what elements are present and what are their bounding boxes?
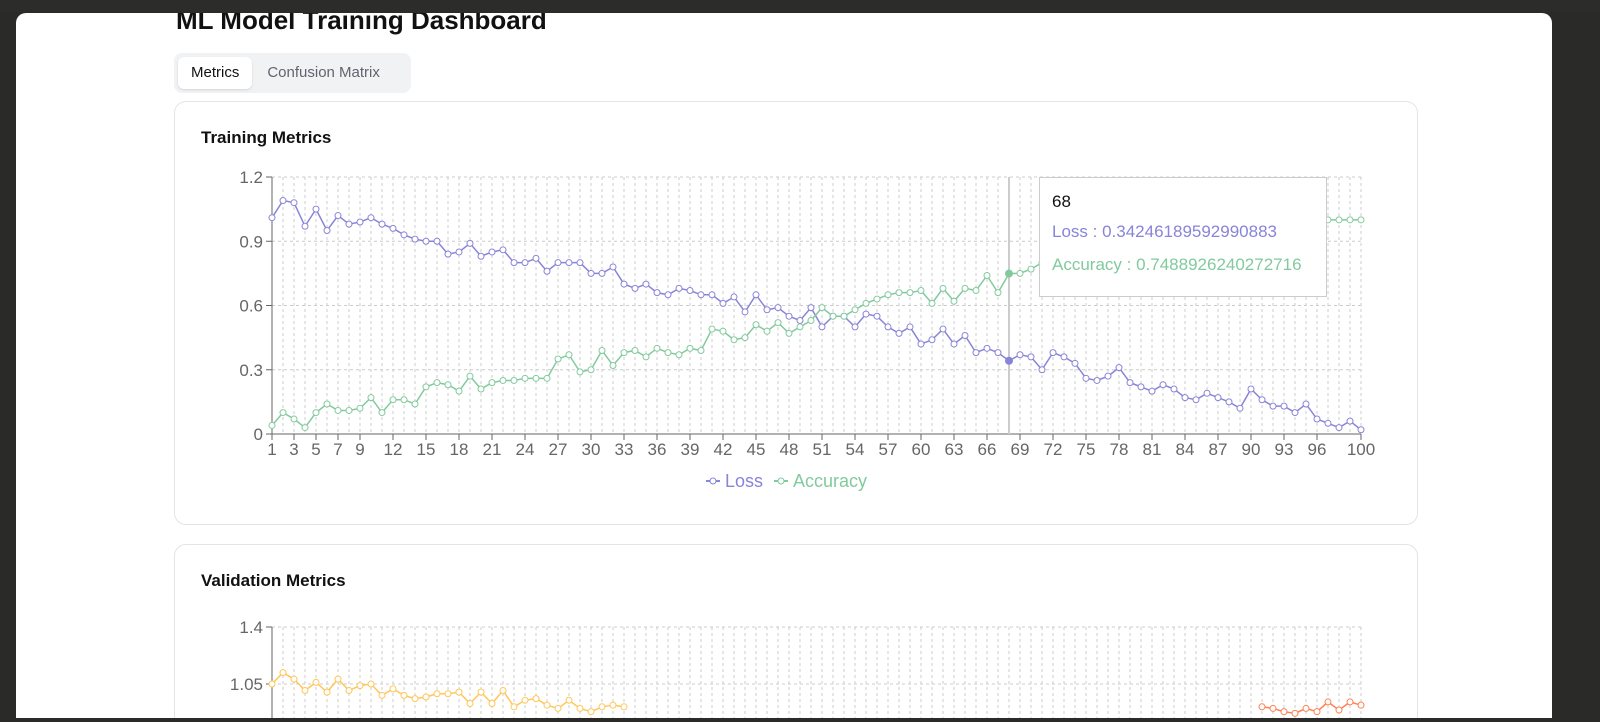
window-frame-bottom (0, 718, 1600, 722)
tab-metrics[interactable]: Metrics (178, 57, 253, 89)
page-title: ML Model Training Dashboard (176, 13, 547, 35)
window-frame-top (0, 0, 1600, 12)
validation-metrics-card: Validation Metrics (174, 544, 1418, 718)
training-metrics-card: Training Metrics (174, 101, 1418, 525)
tab-bar: Metrics Confusion Matrix (174, 53, 411, 93)
tab-confusion-matrix[interactable]: Confusion Matrix (267, 64, 380, 81)
chart-tooltip: 68 Loss : 0.34246189592990883 Accuracy :… (1039, 177, 1327, 297)
validation-metrics-title: Validation Metrics (201, 571, 346, 590)
tooltip-label: 68 (1052, 192, 1071, 211)
app-window: ML Model Training Dashboard Metrics Conf… (16, 13, 1552, 718)
tooltip-accuracy: Accuracy : 0.7488926240272716 (1052, 255, 1302, 274)
tooltip-loss: Loss : 0.34246189592990883 (1052, 222, 1277, 241)
training-metrics-title: Training Metrics (201, 128, 332, 147)
